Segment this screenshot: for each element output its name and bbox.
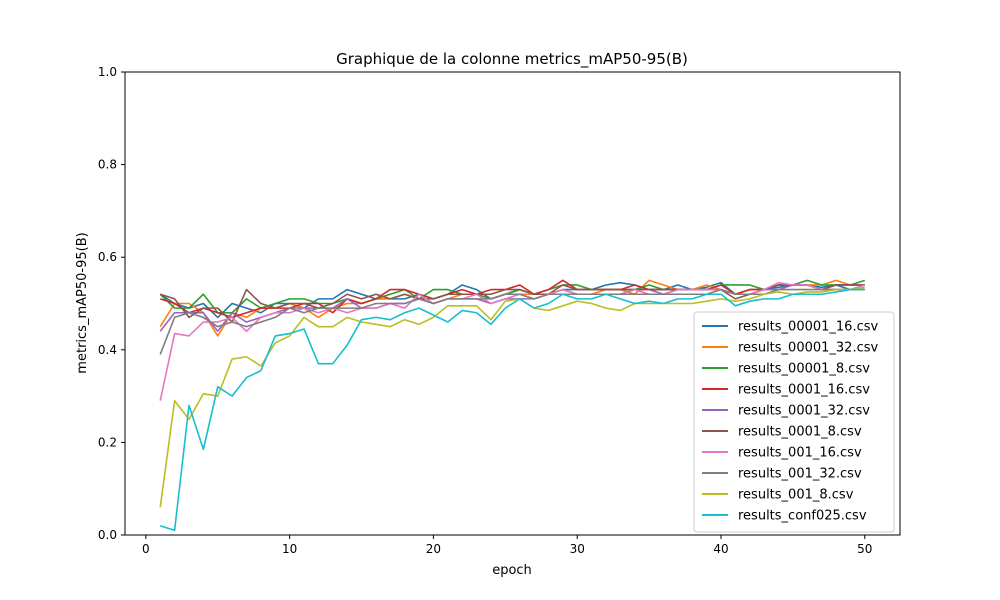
legend-label: results_0001_32.csv <box>738 404 870 419</box>
x-tick-label: 30 <box>570 542 585 556</box>
legend-label: results_001_16.csv <box>738 446 862 461</box>
series-line-9 <box>159 286 865 508</box>
x-axis-label: epoch <box>492 563 532 578</box>
axes: 0 10 20 30 40 50 0.0 0.2 0.4 0.6 0.8 1.0 <box>98 65 901 556</box>
x-tick-label: 20 <box>426 542 441 556</box>
plot-lines <box>159 279 866 532</box>
legend: results_00001_16.csv results_00001_32.csv… <box>693 311 895 533</box>
y-tick-label: 0.8 <box>98 158 117 172</box>
series-line-3 <box>159 279 866 314</box>
legend-label: results_00001_16.csv <box>738 320 879 335</box>
legend-label: results_0001_8.csv <box>738 425 862 440</box>
chart-title: Graphique de la colonne metrics_mAP50-95… <box>336 50 688 69</box>
x-tick-label: 50 <box>857 542 872 556</box>
x-tick-label: 0 <box>142 542 150 556</box>
legend-label: results_00001_8.csv <box>738 362 870 377</box>
y-tick-label: 1.0 <box>98 65 117 79</box>
x-tick-label: 40 <box>713 542 728 556</box>
legend-label: results_0001_16.csv <box>738 383 870 398</box>
plot-frame <box>124 71 901 536</box>
legend-label: results_00001_32.csv <box>738 341 879 356</box>
y-tick-label: 0.6 <box>98 250 117 264</box>
series-line-8 <box>159 288 865 355</box>
x-tick-label: 10 <box>282 542 297 556</box>
series-line-10 <box>159 288 865 532</box>
y-axis-label: metrics_mAP50-95(B) <box>75 232 90 373</box>
y-tick-label: 0.2 <box>98 435 117 449</box>
legend-box <box>693 311 895 533</box>
legend-label: results_001_8.csv <box>738 488 854 503</box>
legend-label: results_conf025.csv <box>738 509 867 524</box>
y-tick-label: 0.4 <box>98 343 117 357</box>
legend-label: results_001_32.csv <box>738 467 862 482</box>
y-tick-label: 0.0 <box>98 528 117 542</box>
